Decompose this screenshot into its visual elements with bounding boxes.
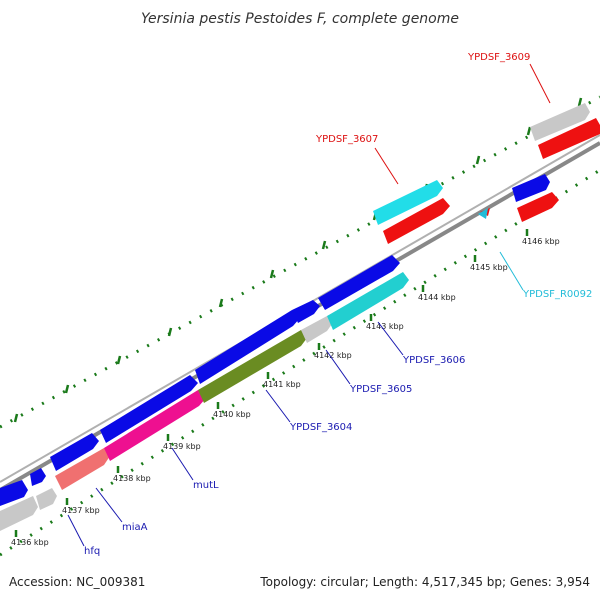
tick-track-outer [0,95,600,429]
gene-label-3[interactable]: YPDSF_3604 [289,422,352,433]
major-tick-outer-5 [269,269,275,279]
tick-label-5: 4141 kbp [263,380,301,389]
gene-forward-9[interactable] [530,103,590,141]
gene-reverse-2[interactable] [55,448,110,490]
gene-label-leader-7 [529,63,551,104]
gene-forward-2[interactable] [50,433,99,471]
gene-label-7[interactable]: YPDSF_3609 [467,52,530,63]
tick-label-8: 4144 kbp [418,293,456,302]
tick-label-3: 4139 kbp [163,442,201,451]
gene-reverse-0[interactable] [0,496,38,531]
gene-label-1[interactable]: miaA [122,522,148,533]
gene-label-5[interactable]: YPDSF_3606 [402,355,465,366]
gene-forward-7[interactable] [373,180,443,225]
tick-label-1: 4137 kbp [62,506,100,515]
gene-label-leader-8 [499,251,524,291]
gene-forward-4[interactable] [195,310,300,384]
major-tick-outer-0 [13,413,19,423]
gene-forward-8[interactable] [512,174,550,202]
map-title: Yersinia pestis Pestoides F, complete ge… [141,11,459,27]
accession-text: Accession: NC_009381 [9,575,145,589]
major-tick-outer-10 [526,126,532,136]
gene-reverse-1[interactable] [36,488,57,510]
major-tick-outer-9 [475,155,481,165]
tick-label-0: 4136 kbp [11,538,49,547]
gene-forward-6[interactable] [318,255,400,310]
gene-reverse-5[interactable] [301,316,332,343]
major-tick-outer-2 [116,355,122,365]
gene-label-2[interactable]: mutL [193,480,219,491]
tick-label-9: 4145 kbp [470,263,508,272]
gene-forward-0[interactable] [0,480,28,506]
gene-labels: hfq miaA mutL YPDSF_3604 YPDSF_3605 YPDSF_360… [67,52,592,557]
tick-label-2: 4138 kbp [113,474,151,483]
major-tick-outer-4 [218,298,224,308]
forward-strand-genes [0,103,590,506]
gene-forward-3[interactable] [100,375,198,443]
gene-label-6[interactable]: YPDSF_3607 [315,134,378,145]
gene-label-leader-3 [265,389,291,423]
tick-labels: 4136 kbp 4137 kbp 4138 kbp 4139 kbp 4140 kbp… [11,237,560,547]
gene-reverse-3[interactable] [104,390,206,461]
tick-label-6: 4142 kbp [314,351,352,360]
major-tick-outer-1 [64,384,70,394]
gene-reverse-9[interactable] [517,192,559,222]
gene-reverse-7[interactable] [383,198,450,244]
tick-label-10: 4146 kbp [522,237,560,246]
gene-label-0[interactable]: hfq [84,546,100,557]
gene-label-leader-2 [171,447,194,481]
gene-label-leader-0 [67,514,85,547]
tick-track-inner [0,168,600,557]
gene-label-8[interactable]: YPDSF_R0092 [522,289,592,300]
genome-summary-text: Topology: circular; Length: 4,517,345 bp… [259,575,590,589]
major-ticks [13,97,583,537]
major-tick-outer-6 [321,240,327,250]
gene-reverse-10[interactable] [538,118,600,159]
major-tick-outer-11 [577,97,583,107]
reverse-strand-genes [0,118,600,531]
gene-reverse-4[interactable] [198,330,307,403]
gene-reverse-6[interactable] [327,272,409,330]
gene-label-leader-1 [95,487,123,523]
major-tick-outer-3 [167,327,173,337]
rna-marker[interactable] [478,208,488,219]
gene-label-leader-5 [377,321,404,356]
tick-tracks [0,95,600,557]
gene-forward-5[interactable] [292,300,320,323]
gene-label-leader-4 [325,349,351,385]
tick-label-4: 4140 kbp [213,410,251,419]
gene-label-leader-6 [374,147,399,185]
tick-label-7: 4143 kbp [366,322,404,331]
gene-forward-1[interactable] [30,468,46,486]
gene-label-4[interactable]: YPDSF_3605 [349,384,412,395]
